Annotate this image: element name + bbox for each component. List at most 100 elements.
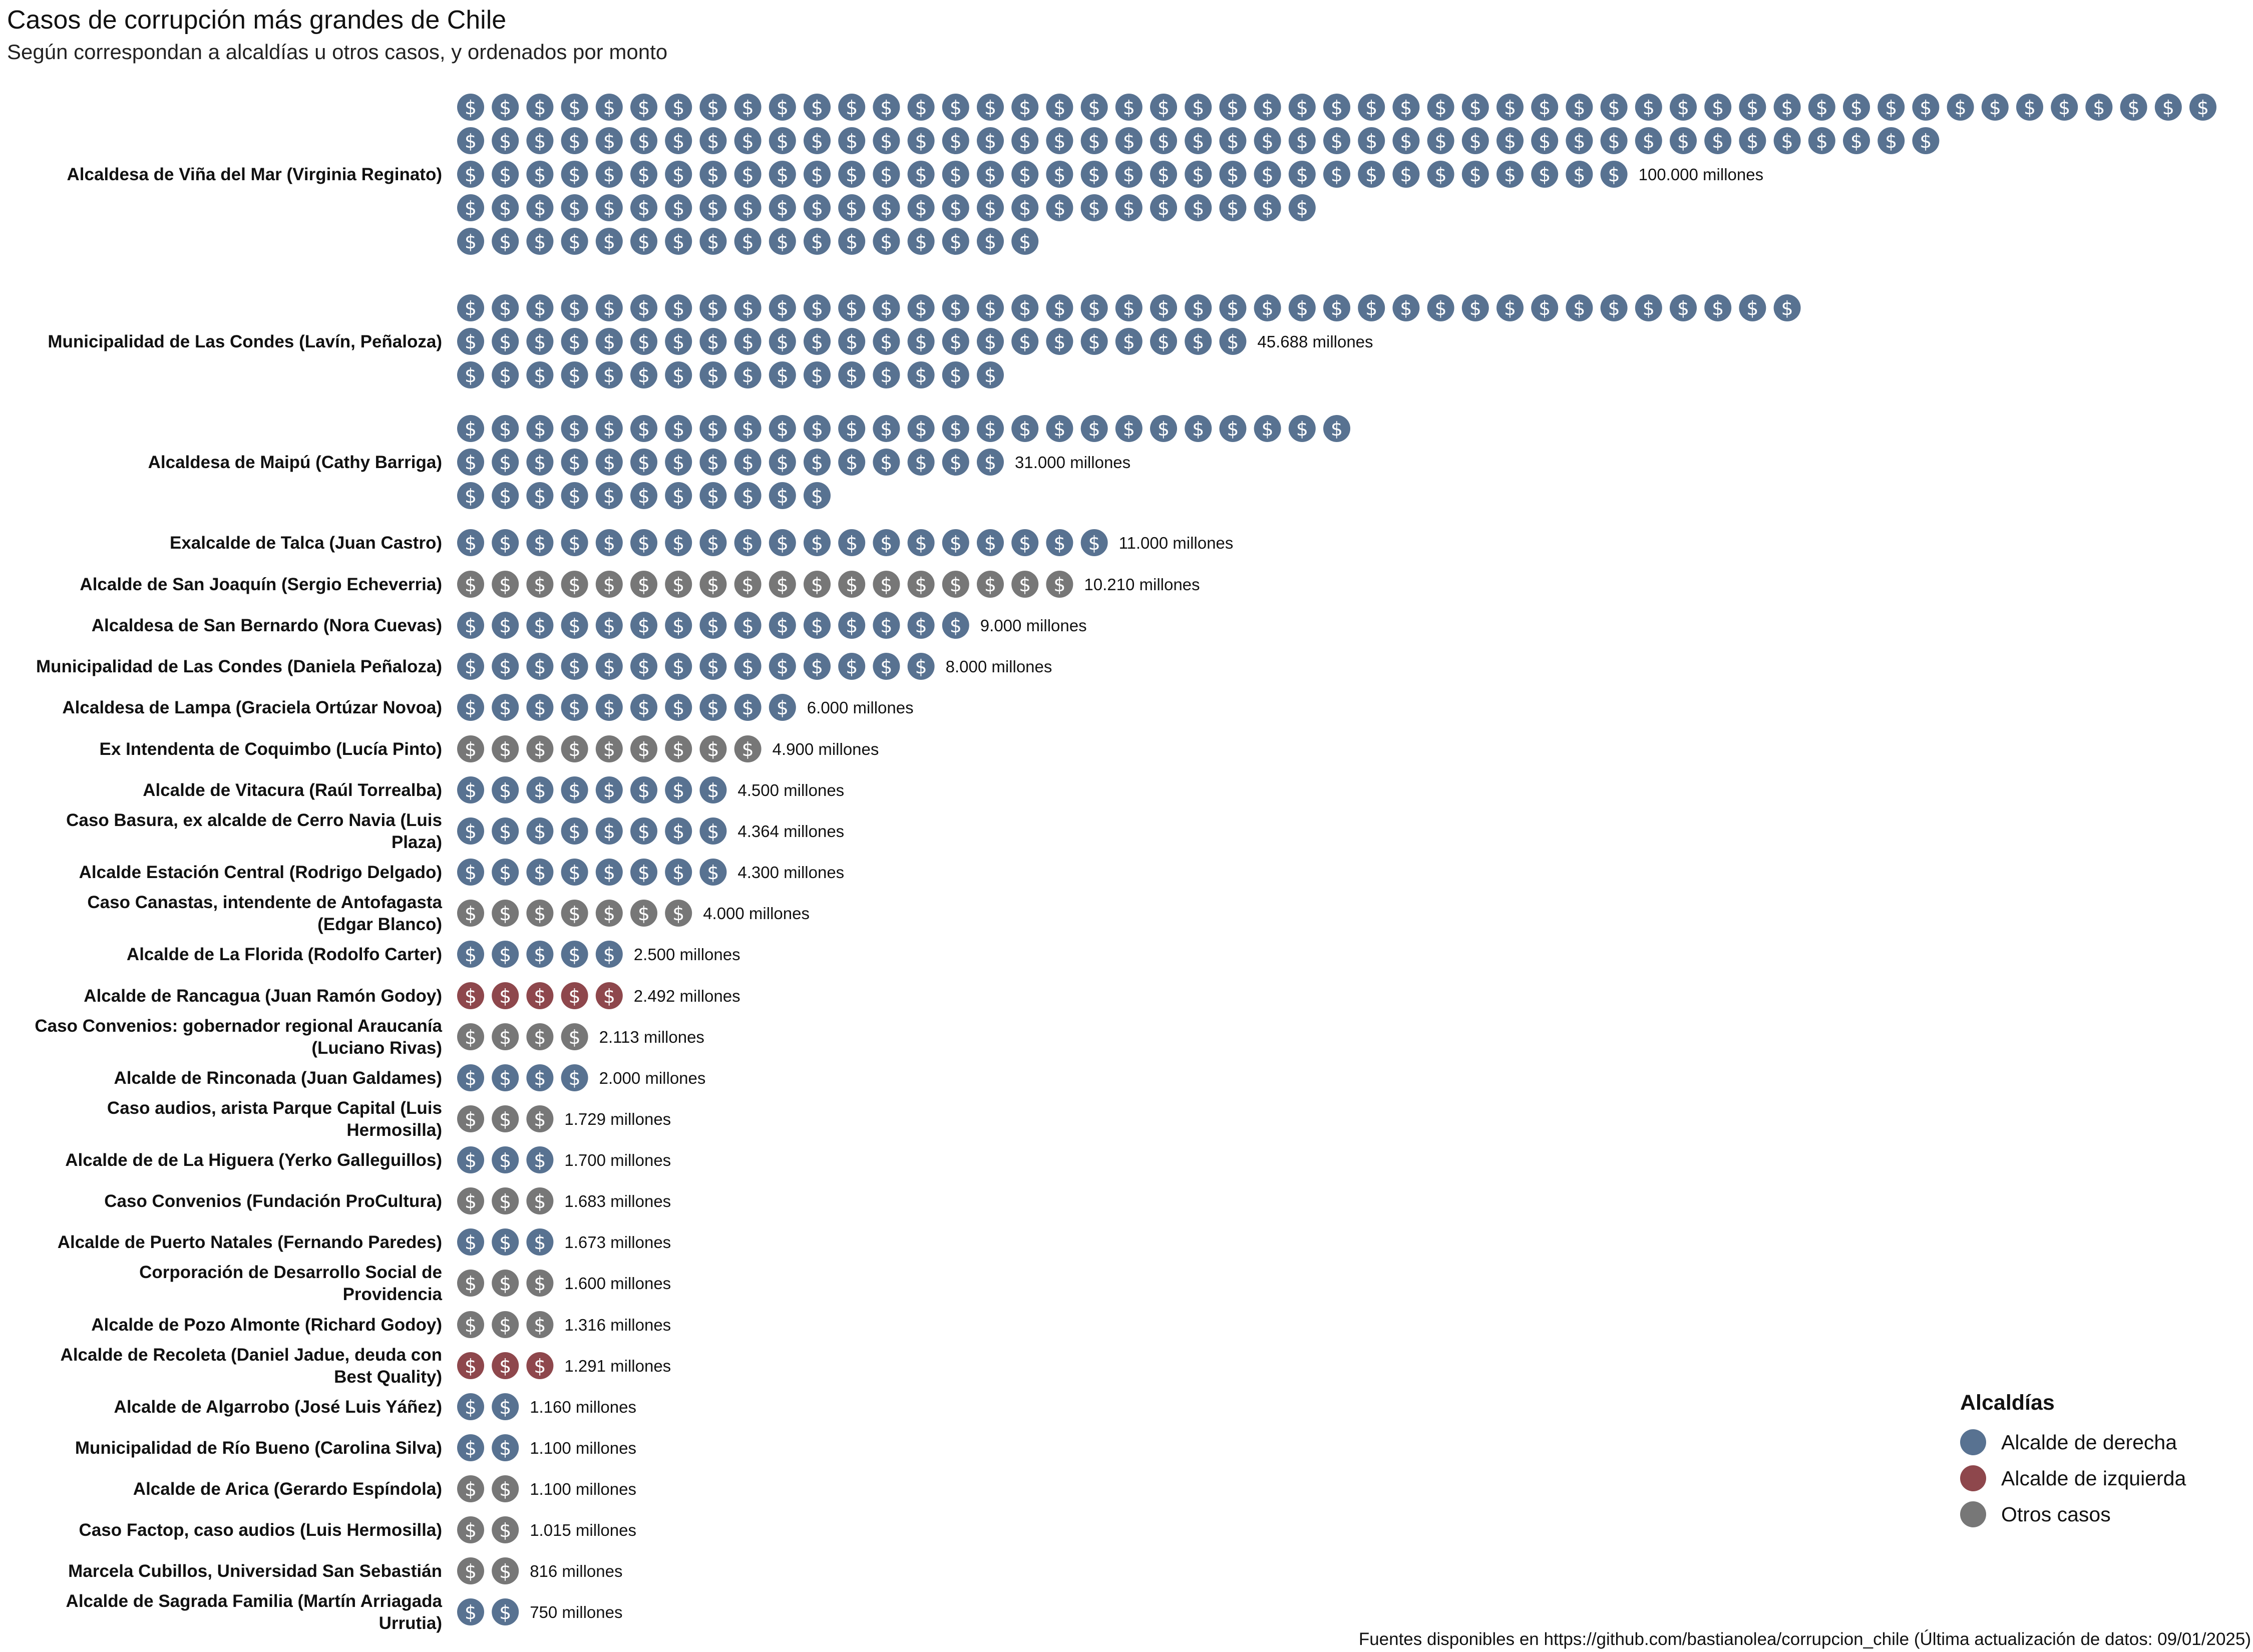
category-label: Alcaldesa de San Bernardo (Nora Cuevas) (92, 616, 442, 635)
coin-icon: $ (1254, 94, 1281, 121)
coin-icon: $ (457, 900, 484, 927)
coin-icon: $ (561, 653, 588, 680)
coin-icon: $ (526, 94, 554, 121)
coin-icon: $ (492, 161, 519, 188)
svg-text:$: $ (1781, 297, 1793, 319)
svg-text:$: $ (1816, 130, 1828, 152)
value-label: 4.364 millones (737, 822, 844, 841)
svg-text:$: $ (1296, 418, 1308, 440)
svg-text:$: $ (534, 1149, 546, 1171)
svg-text:$: $ (846, 164, 858, 186)
value-label: 1.291 millones (564, 1357, 671, 1375)
svg-text:$: $ (811, 485, 823, 507)
coin-icon: $ (665, 161, 692, 188)
svg-text:$: $ (915, 532, 927, 554)
coin-icon: $ (457, 1146, 484, 1173)
svg-text:$: $ (846, 231, 858, 253)
coin-icon: $ (526, 1023, 554, 1050)
coin-icon: $ (457, 294, 484, 321)
svg-text:$: $ (534, 331, 546, 353)
svg-text:$: $ (1192, 97, 1204, 119)
value-label: 1.673 millones (564, 1233, 671, 1252)
coin-icon: $ (699, 228, 727, 255)
coin-icon: $ (492, 1064, 519, 1091)
coin-icon: $ (526, 612, 554, 639)
row-24: Alcalde de Algarrobo (José Luis Yáñez) $ $… (114, 1393, 636, 1420)
svg-text:$: $ (1019, 231, 1031, 253)
coin-icon: $ (457, 1311, 484, 1338)
svg-text:$: $ (465, 1355, 477, 1377)
svg-text:$: $ (603, 418, 615, 440)
svg-text:$: $ (950, 574, 962, 596)
svg-text:$: $ (1469, 164, 1481, 186)
coin-icon: $ (1808, 94, 1835, 121)
svg-text:$: $ (777, 297, 789, 319)
value-label: 2.113 millones (599, 1028, 704, 1046)
svg-text:$: $ (534, 574, 546, 596)
coin-icon: $ (492, 982, 519, 1009)
svg-text:$: $ (984, 532, 996, 554)
svg-text:$: $ (1088, 418, 1100, 440)
category-label: Alcalde de Recoleta (Daniel Jadue, deuda… (61, 1345, 442, 1387)
svg-text:$: $ (1192, 297, 1204, 319)
coin-icon: $ (526, 859, 554, 886)
coin-icon: $ (1185, 94, 1212, 121)
coin-icon: $ (838, 294, 866, 321)
svg-text:$: $ (1400, 164, 1412, 186)
svg-text:$: $ (534, 97, 546, 119)
svg-text:$: $ (1885, 130, 1897, 152)
svg-text:$: $ (603, 574, 615, 596)
value-label: 4.500 millones (737, 781, 844, 799)
svg-text:$: $ (1677, 297, 1689, 319)
svg-text:$: $ (707, 779, 719, 801)
svg-text:$: $ (1539, 164, 1551, 186)
row-13: Alcalde de La Florida (Rodolfo Carter) $ $… (127, 941, 740, 968)
coin-icon: $ (665, 900, 692, 927)
svg-text:$: $ (569, 364, 581, 386)
coin-icon: $ (734, 161, 762, 188)
category-label: Caso Canastas, intendente de Antofagasta… (87, 893, 442, 934)
svg-text:$: $ (2093, 97, 2105, 119)
svg-text:$: $ (880, 418, 892, 440)
svg-text:$: $ (1123, 297, 1135, 319)
coin-icon: $ (492, 1270, 519, 1297)
coin-icon: $ (526, 529, 554, 556)
coin-icon: $ (492, 571, 519, 598)
svg-text:$: $ (499, 862, 511, 884)
coin-icon: $ (1323, 161, 1350, 188)
svg-text:$: $ (1643, 97, 1655, 119)
coin-icon: $ (1219, 328, 1247, 355)
svg-text:$: $ (1504, 164, 1516, 186)
svg-text:$: $ (811, 532, 823, 554)
coin-icon: $ (1427, 161, 1454, 188)
svg-text:$: $ (603, 903, 615, 925)
svg-text:$: $ (811, 574, 823, 596)
legend-item-derecha: Alcalde de derecha (1960, 1424, 2186, 1460)
svg-text:$: $ (672, 615, 684, 637)
svg-text:$: $ (1158, 331, 1170, 353)
svg-text:$: $ (742, 418, 754, 440)
coin-icon: $ (1531, 94, 1559, 121)
svg-text:$: $ (638, 485, 650, 507)
coin-icon: $ (1566, 127, 1593, 154)
svg-text:$: $ (1192, 130, 1204, 152)
coin-icon: $ (492, 1557, 519, 1584)
svg-text:$: $ (1608, 130, 1620, 152)
svg-text:$: $ (915, 164, 927, 186)
coin-icon: $ (804, 653, 831, 680)
value-label: 2.492 millones (634, 987, 740, 1005)
coin-icon: $ (907, 361, 935, 388)
coin-icon: $ (907, 294, 935, 321)
svg-text:$: $ (1262, 130, 1274, 152)
coin-icon: $ (457, 127, 484, 154)
coin-icon: $ (2016, 94, 2043, 121)
coin-icon: $ (457, 571, 484, 598)
svg-text:$: $ (1262, 97, 1274, 119)
svg-text:$: $ (672, 197, 684, 219)
svg-text:$: $ (1331, 297, 1343, 319)
coin-icon: $ (977, 328, 1004, 355)
svg-text:$: $ (1850, 97, 1862, 119)
svg-text:$: $ (915, 364, 927, 386)
svg-text:$: $ (534, 697, 546, 719)
svg-text:$: $ (1365, 130, 1377, 152)
